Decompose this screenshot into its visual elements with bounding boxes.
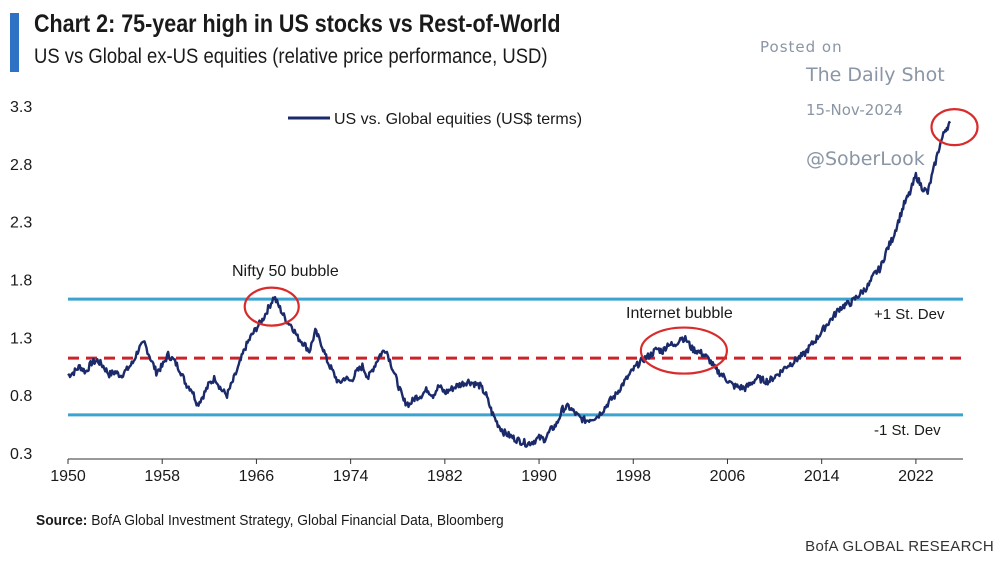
legend-label: US vs. Global equities (US$ terms) [334,111,582,128]
y-tick-label: 1.3 [10,330,32,347]
highlight-circle [930,108,979,147]
chart-subtitle: US vs Global ex-US equities (relative pr… [34,45,548,68]
x-tick-label: 2006 [710,468,746,485]
x-tick-label: 1966 [239,468,275,485]
source-label: Source: [36,512,88,529]
x-tick-label: 1958 [144,468,180,485]
source-text: BofA Global Investment Strategy, Global … [91,512,504,529]
annotation-label: Nifty 50 bubble [232,263,339,280]
x-tick-label: 2022 [898,468,934,485]
data-series-line [67,120,952,448]
annotation-label: Internet bubble [626,305,733,322]
y-tick-label: 0.3 [10,446,32,463]
x-tick-label: 2014 [804,468,840,485]
watermark-date: 15-Nov-2024 [806,101,903,119]
watermark-site: The Daily Shot [806,64,945,86]
accent-bar [10,13,19,72]
y-tick-label: 2.3 [10,215,32,232]
highlight-circle [243,286,300,327]
y-tick-label: 1.8 [10,273,32,290]
lower-std-dev-label: -1 St. Dev [874,422,941,439]
highlight-circle [639,326,729,375]
x-tick-label: 1998 [615,468,651,485]
y-tick-label: 3.3 [10,99,32,116]
x-tick-label: 1990 [521,468,557,485]
upper-std-dev-label: +1 St. Dev [874,306,945,323]
watermark-handle: @SoberLook [806,148,925,170]
brand-footer: BofA GLOBAL RESEARCH [805,538,994,555]
watermark-posted: Posted on [760,38,843,56]
y-tick-label: 0.8 [10,388,32,405]
y-tick-label: 2.8 [10,157,32,174]
chart-title: Chart 2: 75-year high in US stocks vs Re… [34,10,561,38]
x-tick-label: 1974 [333,468,369,485]
x-tick-label: 1950 [50,468,86,485]
x-tick-label: 1982 [427,468,463,485]
source-note: Source: BofA Global Investment Strategy,… [36,512,504,529]
